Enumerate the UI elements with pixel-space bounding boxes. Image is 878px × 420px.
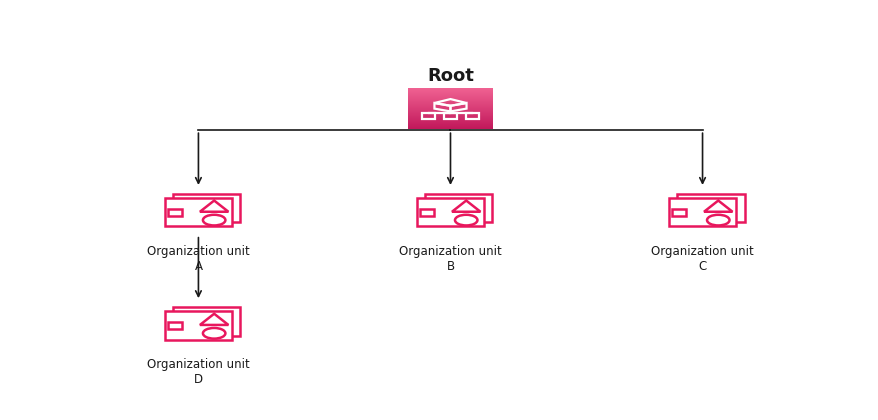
Text: Root: Root [427, 67, 473, 85]
Bar [420, 209, 434, 216]
FancyBboxPatch shape [164, 311, 232, 339]
Text: Organization unit
C: Organization unit C [651, 244, 753, 273]
Text: Organization unit
A: Organization unit A [147, 244, 249, 273]
FancyBboxPatch shape [668, 198, 736, 226]
FancyBboxPatch shape [425, 194, 492, 223]
FancyBboxPatch shape [164, 198, 232, 226]
FancyBboxPatch shape [173, 194, 240, 223]
FancyBboxPatch shape [676, 194, 744, 223]
Bar [168, 323, 182, 329]
Text: Organization unit
D: Organization unit D [147, 358, 249, 386]
FancyBboxPatch shape [173, 307, 240, 336]
Bar [168, 209, 182, 216]
Text: Organization unit
B: Organization unit B [399, 244, 501, 273]
Bar [443, 113, 457, 118]
Bar [671, 209, 685, 216]
Bar [421, 113, 435, 118]
Bar [465, 113, 479, 118]
FancyBboxPatch shape [416, 198, 484, 226]
